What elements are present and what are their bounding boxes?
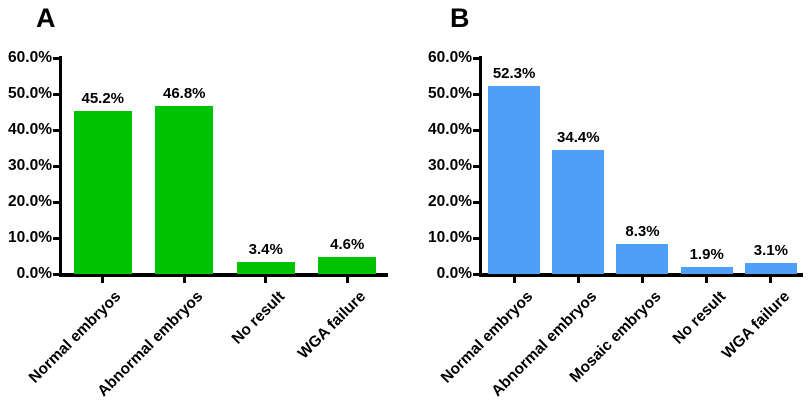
y-tick-label: 20.0% <box>428 193 472 210</box>
bar <box>73 111 132 274</box>
x-category-label: Abnormal embryos <box>488 288 601 400</box>
y-tick-label: 0.0% <box>436 265 472 282</box>
y-tick-label: 30.0% <box>8 157 52 174</box>
y-tick-label: 40.0% <box>428 121 472 138</box>
x-tick <box>345 276 349 283</box>
bar-value-label: 8.3% <box>625 223 660 241</box>
x-tick <box>641 276 644 283</box>
bar <box>155 105 214 274</box>
bar <box>616 244 669 274</box>
y-tick <box>473 164 479 168</box>
bar <box>744 262 797 274</box>
y-tick <box>53 56 59 60</box>
y-tick-label: 50.0% <box>8 85 52 102</box>
bar-value-label: 45.2% <box>81 90 125 108</box>
y-tick <box>473 200 479 204</box>
x-category-label: No result <box>228 288 288 348</box>
bar <box>680 267 733 274</box>
panel-b-letter: B <box>450 3 470 33</box>
x-category-label: WGA failure <box>294 288 370 363</box>
y-tick-label: 40.0% <box>8 121 52 138</box>
y-axis-line <box>59 56 62 274</box>
x-tick <box>512 276 516 283</box>
panel-b: B 0.0% 10.0% 20.0% 30.0% 40.0% 50.0% 60.0% 52.3… <box>406 0 812 405</box>
panel-a-plot: 0.0% 10.0% 20.0% 30.0% 40.0% 50.0% 60.0% 45.2% N… <box>8 49 388 400</box>
y-tick-label: 50.0% <box>428 85 472 102</box>
y-tick-label: 10.0% <box>8 229 52 246</box>
y-tick <box>473 272 479 276</box>
bar-value-label: 3.4% <box>248 240 283 258</box>
panel-a-letter: A <box>36 3 56 33</box>
y-tick <box>473 56 479 60</box>
y-tick <box>53 272 59 276</box>
y-tick-label: 60.0% <box>428 49 472 66</box>
x-axis-line <box>59 273 388 277</box>
y-tick-label: 30.0% <box>428 157 472 174</box>
y-tick <box>473 92 479 96</box>
x-tick <box>182 276 186 283</box>
y-tick <box>53 128 59 132</box>
panel-a: A 0.0% 10.0% 20.0% 30.0% 40.0% 50.0% 60.0% 45.2… <box>8 3 388 400</box>
bar-value-label: 4.6% <box>330 236 365 254</box>
bar <box>488 85 541 274</box>
bar <box>552 150 605 274</box>
y-tick <box>53 236 59 240</box>
y-tick-label: 0.0% <box>16 265 52 282</box>
x-category-label: No result <box>669 288 729 348</box>
x-tick <box>705 276 709 283</box>
bar <box>318 257 377 274</box>
y-tick-label: 60.0% <box>8 49 52 66</box>
x-tick <box>264 276 268 283</box>
bar-value-label: 46.8% <box>162 84 206 102</box>
x-axis-line <box>479 273 803 277</box>
y-tick <box>473 128 479 132</box>
y-tick-label: 20.0% <box>8 193 52 210</box>
bar-value-label: 34.4% <box>557 129 600 147</box>
bar-value-label: 52.3% <box>492 64 536 82</box>
y-tick <box>473 236 479 240</box>
panel-b-plot: 0.0% 10.0% 20.0% 30.0% 40.0% 50.0% 60.0% 52.3% N… <box>428 49 803 400</box>
x-tick <box>576 276 580 283</box>
x-tick <box>101 276 105 283</box>
bar-value-label: 3.1% <box>753 241 788 259</box>
y-tick <box>53 200 59 204</box>
bar-value-label: 1.9% <box>689 246 724 264</box>
y-axis-line <box>479 56 482 274</box>
y-tick <box>53 92 59 96</box>
y-tick-label: 10.0% <box>428 229 472 246</box>
x-tick <box>769 276 773 283</box>
bar <box>236 261 295 274</box>
y-tick <box>53 164 59 168</box>
x-category-label: WGA failure <box>718 288 793 363</box>
